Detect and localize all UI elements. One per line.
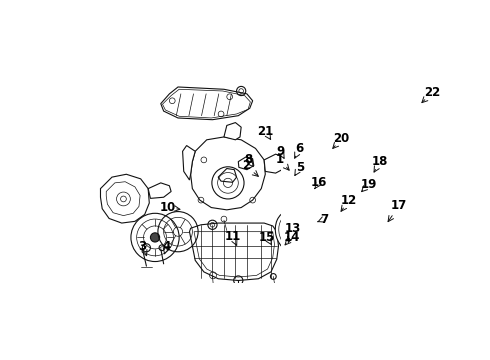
Text: 4: 4 [162,239,171,252]
Text: 18: 18 [372,155,388,168]
Polygon shape [238,157,254,170]
Text: 7: 7 [320,212,328,226]
Circle shape [150,233,160,242]
Text: 1: 1 [276,153,284,166]
Polygon shape [218,168,237,182]
Text: 13: 13 [285,222,301,235]
Polygon shape [224,122,241,140]
Text: 16: 16 [311,176,327,189]
Polygon shape [183,145,195,180]
Text: 3: 3 [138,239,147,252]
Polygon shape [100,174,149,223]
Text: 22: 22 [424,86,440,99]
Text: 17: 17 [391,199,407,212]
Text: 19: 19 [361,178,377,191]
Polygon shape [191,137,265,210]
Text: 8: 8 [244,153,252,166]
Text: 6: 6 [295,142,304,155]
Text: 9: 9 [276,145,284,158]
Text: 21: 21 [257,125,273,138]
Text: 20: 20 [334,132,350,145]
Polygon shape [264,154,284,173]
Text: 5: 5 [295,161,304,174]
Ellipse shape [275,210,310,253]
Polygon shape [148,183,171,198]
Polygon shape [190,223,278,280]
Text: 2: 2 [242,159,250,172]
Text: 15: 15 [259,231,275,244]
Text: 12: 12 [341,194,357,207]
Text: 11: 11 [224,230,241,243]
Polygon shape [161,87,253,120]
Text: 14: 14 [284,231,300,244]
Text: 10: 10 [160,201,176,214]
